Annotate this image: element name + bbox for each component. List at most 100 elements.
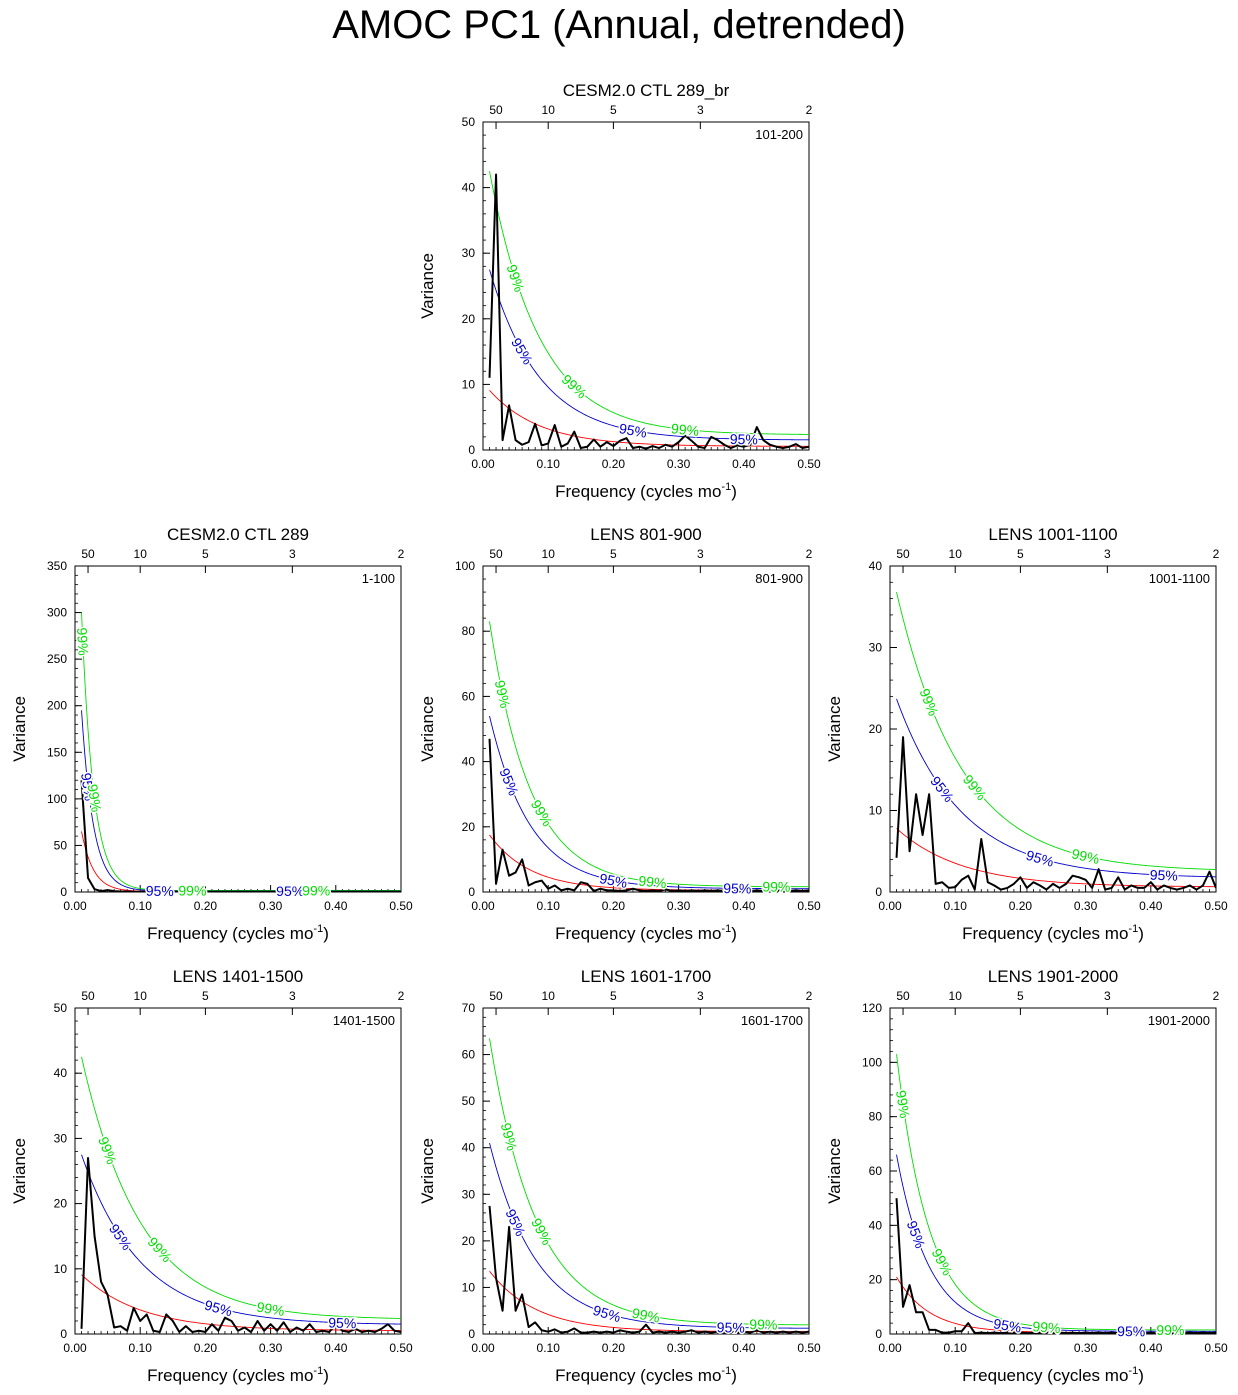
conf99-label: 99% xyxy=(84,783,104,813)
x-tick-label: 0.50 xyxy=(1204,1341,1228,1355)
y-tick-label: 350 xyxy=(47,559,67,573)
x-axis-label: Frequency (cycles mo-1) xyxy=(962,1365,1144,1385)
y-tick-label: 30 xyxy=(462,246,476,260)
x-tick-label: 0.00 xyxy=(878,1341,902,1355)
y-tick-label: 40 xyxy=(54,1066,68,1080)
y-tick-label: 40 xyxy=(869,1218,883,1232)
x-tick-label: 0.50 xyxy=(797,899,821,913)
y-tick-label: 30 xyxy=(869,641,883,655)
period-tick-label: 50 xyxy=(81,547,95,561)
conf95-label: 95% xyxy=(1024,847,1055,870)
panel-subtitle: 1601-1700 xyxy=(741,1013,803,1028)
x-tick-label: 0.20 xyxy=(602,457,626,471)
panel-title: LENS 1901-2000 xyxy=(988,967,1118,986)
x-tick-label: 0.30 xyxy=(667,457,691,471)
conf99-label: 99% xyxy=(498,1121,521,1152)
red-noise-curve xyxy=(81,831,401,892)
x-tick-label: 0.50 xyxy=(797,457,821,471)
spectrum-line xyxy=(895,736,1216,891)
period-tick-label: 2 xyxy=(398,989,405,1003)
conf95-label: 95% xyxy=(508,335,536,367)
conf99-curve xyxy=(489,1038,809,1326)
y-tick-label: 0 xyxy=(60,1327,67,1341)
conf99-label: 99% xyxy=(559,371,591,402)
period-tick-label: 50 xyxy=(896,989,910,1003)
x-tick-label: 0.40 xyxy=(732,457,756,471)
y-tick-label: 100 xyxy=(455,559,475,573)
plot-frame xyxy=(74,565,402,893)
spectrum-line xyxy=(80,780,401,892)
conf95-curve xyxy=(896,698,1216,878)
conf95-label: 95% xyxy=(591,1302,622,1325)
spectrum-line xyxy=(488,1205,809,1334)
y-tick-label: 10 xyxy=(462,377,476,391)
x-tick-label: 0.10 xyxy=(944,1341,968,1355)
conf95-label: 95% xyxy=(106,1221,135,1253)
conf95-label: 95% xyxy=(927,773,957,805)
x-axis-label: Frequency (cycles mo-1) xyxy=(147,923,329,943)
period-tick-label: 2 xyxy=(398,547,405,561)
conf99-label: 99% xyxy=(528,797,556,829)
y-tick-label: 0 xyxy=(875,1327,882,1341)
conf95-label: 95% xyxy=(502,1206,528,1238)
x-tick-label: 0.40 xyxy=(324,1341,348,1355)
spectrum-panel-1: CESM2.0 CTL 289_br 101-200 0.00 0.10 0.20 0.3… xyxy=(418,81,821,501)
conf95-label: 95% xyxy=(717,1319,745,1336)
x-tick-label: 0.30 xyxy=(259,1341,283,1355)
spectrum-panel-3: LENS 801-900 801-900 0.00 0.10 0.20 0.30 0.40 0… xyxy=(418,525,821,943)
period-tick-label: 10 xyxy=(542,103,556,117)
period-tick-label: 5 xyxy=(610,989,617,1003)
y-tick-label: 30 xyxy=(462,1187,476,1201)
y-tick-label: 50 xyxy=(462,115,476,129)
y-axis-label: Variance xyxy=(418,253,437,319)
period-tick-label: 3 xyxy=(1104,547,1111,561)
x-axis-label: Frequency (cycles mo-1) xyxy=(962,923,1144,943)
period-tick-label: 3 xyxy=(1104,989,1111,1003)
period-tick-label: 5 xyxy=(1017,547,1024,561)
x-axis-label: Frequency (cycles mo-1) xyxy=(555,1365,737,1385)
plot-frame xyxy=(482,565,810,893)
conf99-curve xyxy=(81,612,401,891)
conf99-label: 99% xyxy=(762,879,790,895)
panel-subtitle: 1-100 xyxy=(362,571,395,586)
y-tick-label: 300 xyxy=(47,606,67,620)
period-tick-label: 2 xyxy=(1213,547,1220,561)
conf95-label: 95% xyxy=(723,880,751,896)
conf99-label: 99% xyxy=(528,1215,555,1247)
conf99-label: 99% xyxy=(302,883,330,899)
x-tick-label: 0.30 xyxy=(1074,899,1098,913)
y-tick-label: 120 xyxy=(862,1001,882,1015)
x-tick-label: 0.50 xyxy=(389,899,413,913)
conf99-label: 99% xyxy=(916,686,941,718)
conf99-label: 99% xyxy=(638,872,668,891)
conf95-label: 95% xyxy=(598,870,628,891)
x-tick-label: 0.20 xyxy=(1009,1341,1033,1355)
panel-title: CESM2.0 CTL 289_br xyxy=(563,81,730,100)
panel-title: LENS 801-900 xyxy=(590,525,702,544)
y-tick-label: 40 xyxy=(462,181,476,195)
y-tick-label: 0 xyxy=(468,443,475,457)
red-noise-curve xyxy=(489,389,809,447)
x-tick-label: 0.10 xyxy=(537,899,561,913)
y-axis-label: Variance xyxy=(418,1138,437,1204)
x-axis-label: Frequency (cycles mo-1) xyxy=(147,1365,329,1385)
conf99-label: 99% xyxy=(631,1305,662,1326)
y-tick-label: 20 xyxy=(462,312,476,326)
y-tick-label: 0 xyxy=(875,885,882,899)
x-tick-label: 0.40 xyxy=(732,1341,756,1355)
x-tick-label: 0.20 xyxy=(602,1341,626,1355)
panel-title: LENS 1601-1700 xyxy=(581,967,711,986)
spectrum-line xyxy=(488,173,809,450)
period-tick-label: 5 xyxy=(610,547,617,561)
y-tick-label: 50 xyxy=(54,1001,68,1015)
y-tick-label: 50 xyxy=(462,1094,476,1108)
period-tick-label: 10 xyxy=(542,989,556,1003)
spectrum-line xyxy=(895,1198,1216,1334)
x-tick-label: 0.40 xyxy=(1139,899,1163,913)
x-tick-label: 0.00 xyxy=(471,457,495,471)
x-tick-label: 0.00 xyxy=(63,1341,87,1355)
conf99-label: 99% xyxy=(504,262,528,294)
x-tick-label: 0.00 xyxy=(471,899,495,913)
conf99-label: 99% xyxy=(74,627,92,656)
x-axis-label: Frequency (cycles mo-1) xyxy=(555,481,737,501)
